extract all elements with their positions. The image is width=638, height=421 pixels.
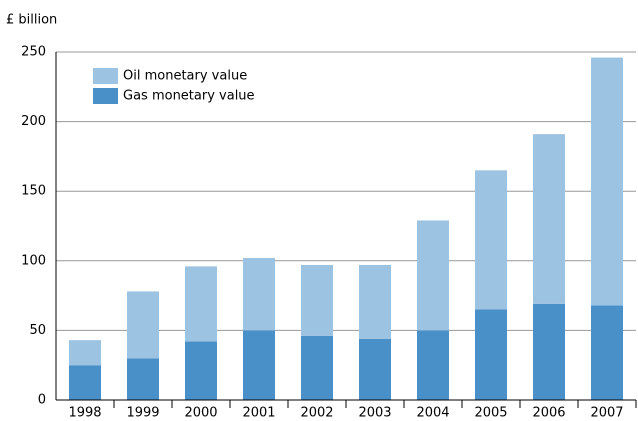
y-tick-label: 150 — [21, 184, 46, 199]
bar-segment — [417, 330, 449, 400]
bar-segment — [69, 340, 101, 366]
y-tick-label: 50 — [29, 323, 46, 338]
bar-segment — [69, 365, 101, 400]
x-tick-label: 1998 — [68, 406, 101, 421]
y-tick-label: 200 — [21, 114, 46, 129]
bar-segment — [359, 338, 391, 400]
x-tick-label: 1999 — [126, 406, 159, 421]
bar-segment — [475, 170, 507, 310]
x-tick-label: 2003 — [358, 406, 391, 421]
x-tick-label: 2000 — [184, 406, 217, 421]
legend-label: Gas monetary value — [123, 89, 255, 104]
bar-segment — [127, 291, 159, 359]
bar-segment — [243, 258, 275, 331]
x-tick-label: 2007 — [590, 406, 623, 421]
bar-segment — [359, 264, 391, 339]
y-axis-title: £ billion — [6, 13, 57, 28]
x-tick-label: 2004 — [416, 406, 449, 421]
bar-segment — [533, 134, 565, 304]
legend-swatch — [93, 68, 118, 84]
bar-segment — [185, 266, 217, 342]
bar-segment — [301, 335, 333, 400]
legend-swatch — [93, 88, 118, 104]
x-tick-label: 2001 — [242, 406, 275, 421]
y-tick-label: 100 — [21, 253, 46, 268]
bar-segment — [533, 303, 565, 400]
y-tick-label: 0 — [38, 393, 46, 408]
bar-segment — [243, 330, 275, 400]
x-tick-label: 2002 — [300, 406, 333, 421]
bar-segment — [301, 264, 333, 336]
bar-segment — [591, 57, 623, 306]
bar-segment — [127, 358, 159, 400]
x-tick-label: 2005 — [474, 406, 507, 421]
bar-segment — [475, 309, 507, 400]
bar-segment — [417, 220, 449, 331]
y-tick-label: 250 — [21, 45, 46, 60]
legend-label: Oil monetary value — [123, 69, 247, 84]
x-tick-label: 2006 — [532, 406, 565, 421]
bar-segment — [591, 305, 623, 400]
bar-segment — [185, 341, 217, 400]
